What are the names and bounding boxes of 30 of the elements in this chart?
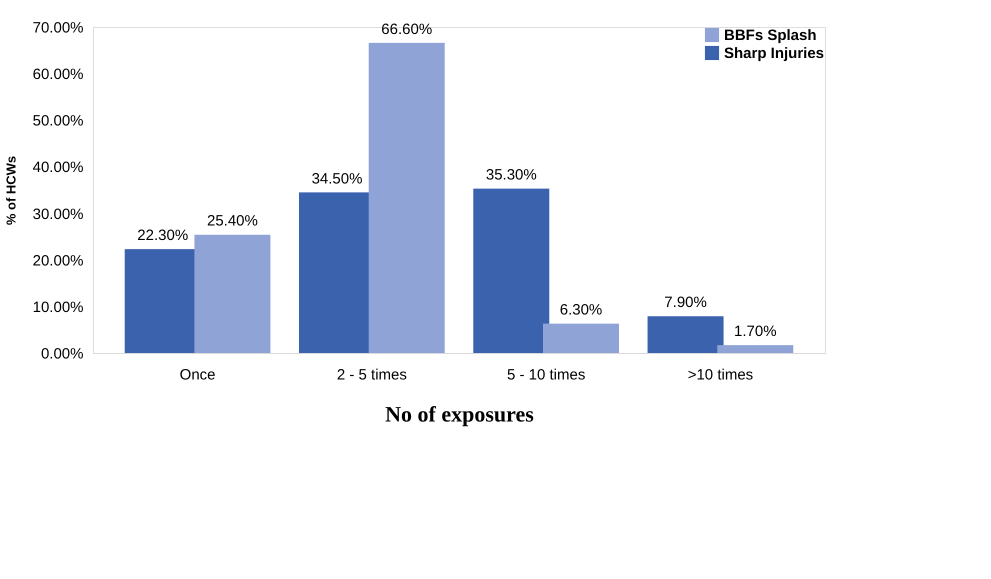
y-tick-label: 60.00% (32, 66, 84, 84)
x-tick-label: 5 - 10 times (506, 366, 586, 384)
x-tick-label: Once (180, 366, 216, 384)
bar (648, 316, 724, 353)
y-axis-title: % of HCWs (4, 156, 19, 226)
y-tick-label: 20.00% (32, 252, 84, 270)
data-label: 22.30% (137, 227, 188, 244)
bar (473, 188, 550, 353)
legend-label: Sharp Injuries (724, 45, 824, 62)
y-tick-label: 70.00% (32, 20, 84, 36)
data-label: 34.50% (312, 170, 362, 188)
y-tick-label: 50.00% (32, 112, 84, 130)
bar (717, 345, 794, 353)
data-label: 6.30% (560, 302, 602, 319)
data-label: 35.30% (486, 166, 537, 184)
y-tick-label: 30.00% (32, 206, 84, 223)
data-label: 66.60% (381, 20, 432, 38)
legend-label: BBFs Splash (724, 27, 817, 44)
x-tick-label: 2 - 5 times (336, 366, 407, 384)
data-label: 7.90% (664, 294, 707, 312)
y-tick-label: 0.00% (40, 346, 84, 362)
bar (543, 324, 619, 353)
y-tick-label: 40.00% (32, 159, 84, 176)
x-tick-label: >10 times (688, 366, 754, 384)
data-label: 1.70% (734, 323, 777, 340)
bar (368, 42, 445, 353)
bar (194, 234, 270, 353)
y-tick-label: 10.00% (32, 298, 84, 316)
data-label: 25.40% (206, 212, 258, 230)
x-axis-title: No of exposures (385, 402, 534, 426)
